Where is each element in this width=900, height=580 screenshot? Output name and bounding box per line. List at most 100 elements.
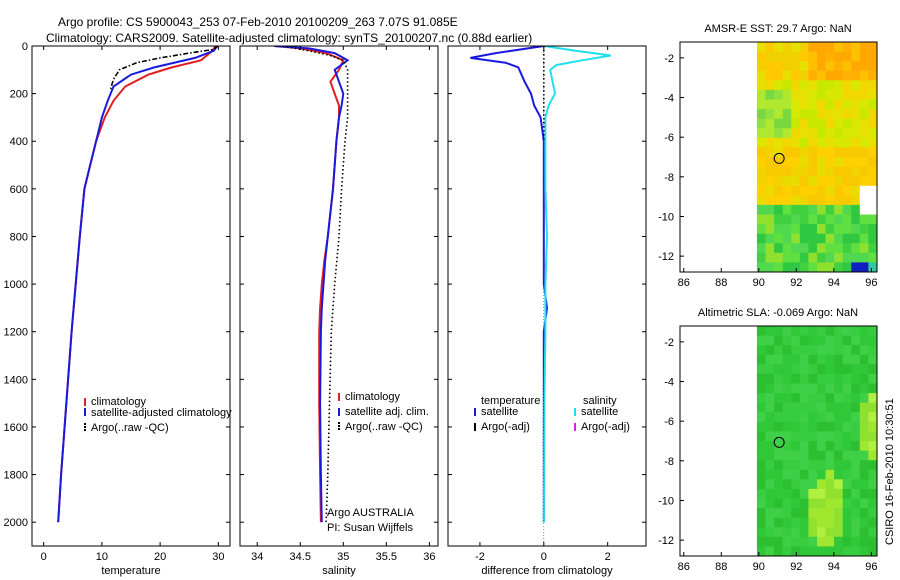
argo-position-marker bbox=[773, 152, 785, 164]
map-cell bbox=[859, 402, 869, 413]
map-cell bbox=[791, 195, 801, 206]
map-cell bbox=[834, 118, 844, 129]
map-cell bbox=[808, 157, 818, 168]
map-cell bbox=[868, 479, 877, 490]
map-cell bbox=[799, 243, 809, 254]
map-cell bbox=[868, 118, 877, 129]
x-tick-label: 90 bbox=[753, 277, 765, 289]
map-cell bbox=[782, 137, 792, 148]
map-cell bbox=[851, 224, 861, 235]
map-cell bbox=[765, 204, 775, 216]
map-cell bbox=[825, 488, 835, 500]
map-cell bbox=[756, 243, 767, 254]
map-cell bbox=[799, 498, 809, 509]
map-cell bbox=[842, 70, 852, 81]
salinity-xlabel: salinity bbox=[322, 565, 356, 577]
map-cell bbox=[765, 51, 775, 62]
map-cell bbox=[834, 469, 844, 480]
map-cell bbox=[756, 469, 767, 480]
map-cell bbox=[825, 393, 835, 404]
map-cell bbox=[859, 383, 869, 394]
map-cell bbox=[799, 224, 809, 235]
map-cell bbox=[817, 42, 827, 53]
x-tick-label: 88 bbox=[715, 277, 727, 289]
map-cell bbox=[765, 214, 775, 225]
map-cell bbox=[868, 147, 877, 158]
map-cell bbox=[834, 479, 844, 490]
map-cell bbox=[868, 517, 877, 528]
map-cell bbox=[842, 345, 852, 356]
map-cell bbox=[851, 42, 861, 53]
legend-label-satellite: satellite-adjusted climatology bbox=[91, 407, 232, 419]
map-cell bbox=[859, 185, 869, 196]
map-cell bbox=[817, 546, 827, 556]
map-cell bbox=[834, 252, 844, 263]
map-cell bbox=[765, 147, 775, 158]
map-cell bbox=[791, 252, 801, 263]
map-cell bbox=[791, 364, 801, 375]
map-cell bbox=[834, 224, 844, 235]
map-cell bbox=[765, 224, 775, 235]
map-cell bbox=[817, 431, 827, 442]
map-cell bbox=[774, 214, 784, 225]
map-cell bbox=[825, 335, 835, 346]
map-cell bbox=[851, 364, 861, 375]
map-cell bbox=[782, 147, 792, 158]
x-tick-label: 86 bbox=[678, 277, 690, 289]
map-cell bbox=[782, 109, 792, 120]
map-cell bbox=[834, 89, 844, 101]
map-cell bbox=[791, 469, 801, 480]
map-cell bbox=[859, 118, 869, 129]
y-tick-label: 1800 bbox=[4, 470, 28, 482]
map-cell bbox=[808, 421, 818, 432]
map-cell bbox=[756, 517, 767, 528]
sla-map-ticks: 86 88 90 92 94 96 -2 -4 -6 -8 -10 -12 bbox=[658, 337, 877, 573]
map-cell bbox=[765, 469, 775, 480]
map-cell bbox=[774, 546, 784, 556]
x-tick-label: -2 bbox=[475, 551, 485, 563]
map-cell bbox=[825, 364, 835, 375]
map-cell bbox=[774, 204, 784, 216]
sla-map-panel: Altimetric SLA: -0.069 Argo: NaN 86 88 90 9… bbox=[658, 307, 878, 573]
map-cell bbox=[756, 185, 767, 196]
map-cell bbox=[825, 354, 835, 365]
map-cell bbox=[756, 527, 767, 538]
map-cell bbox=[756, 460, 767, 471]
map-cell bbox=[765, 195, 775, 206]
map-cell bbox=[868, 195, 877, 206]
map-cell bbox=[859, 99, 869, 110]
map-cell bbox=[765, 383, 775, 394]
map-cell bbox=[851, 488, 861, 500]
map-cell bbox=[765, 508, 775, 519]
map-cell bbox=[808, 214, 818, 225]
map-cell bbox=[834, 498, 844, 509]
temperature-legend: climatology satellite-adjusted climatolo… bbox=[84, 396, 232, 434]
map-cell bbox=[756, 393, 767, 404]
map-cell bbox=[808, 70, 818, 81]
map-cell bbox=[782, 224, 792, 235]
map-cell bbox=[756, 326, 767, 337]
map-cell bbox=[799, 345, 809, 356]
map-cell bbox=[859, 364, 869, 375]
map-cell bbox=[765, 527, 775, 538]
map-cell bbox=[868, 393, 877, 404]
map-cell bbox=[825, 383, 835, 394]
map-cell bbox=[782, 373, 792, 385]
map-cell bbox=[868, 431, 877, 442]
map-cell bbox=[825, 441, 835, 452]
map-cell bbox=[756, 364, 767, 375]
map-cell bbox=[817, 460, 827, 471]
map-cell bbox=[791, 128, 801, 139]
map-cell bbox=[817, 80, 827, 91]
map-cell bbox=[799, 421, 809, 432]
map-cell bbox=[791, 70, 801, 81]
map-cell bbox=[782, 262, 792, 272]
temperature-series bbox=[57, 46, 219, 523]
map-cell bbox=[851, 157, 861, 168]
map-cell bbox=[868, 460, 877, 471]
legend-label-temp-argo: Argo(-adj) bbox=[481, 421, 530, 433]
map-cell bbox=[791, 402, 801, 413]
x-tick-label: 10 bbox=[96, 551, 108, 563]
map-cell bbox=[834, 157, 844, 168]
map-cell bbox=[859, 488, 869, 500]
